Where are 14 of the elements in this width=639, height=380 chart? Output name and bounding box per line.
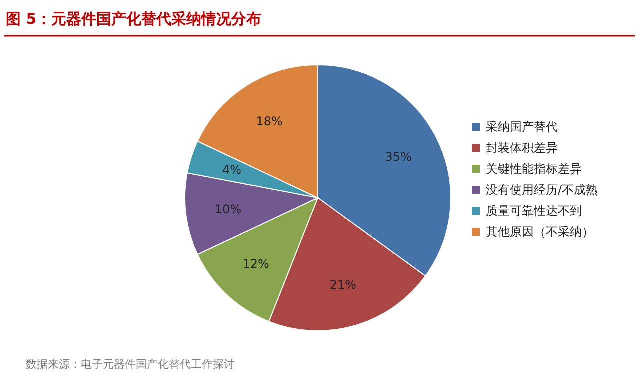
data-label: 10%	[214, 202, 242, 216]
data-label: 4%	[222, 163, 242, 178]
source-note: 数据来源：电子元器件国产化替代工作探讨	[26, 358, 235, 371]
legend-label: 质量可靠性达不到	[486, 204, 582, 218]
data-label: 12%	[242, 256, 270, 271]
legend-label: 采纳国产替代	[486, 120, 558, 134]
data-label: 21%	[330, 278, 357, 292]
data-label: 35%	[385, 150, 412, 164]
legend-label: 没有使用经历/不成熟	[486, 183, 598, 197]
legend-label: 封装体积差异	[486, 141, 558, 155]
legend-label: 其他原因（不采纳）	[486, 225, 594, 239]
data-label: 18%	[256, 114, 283, 129]
legend-label: 关键性能指标差异	[486, 162, 582, 176]
chart-title: 图 5：元器件国产化替代采纳情况分布	[6, 10, 262, 28]
